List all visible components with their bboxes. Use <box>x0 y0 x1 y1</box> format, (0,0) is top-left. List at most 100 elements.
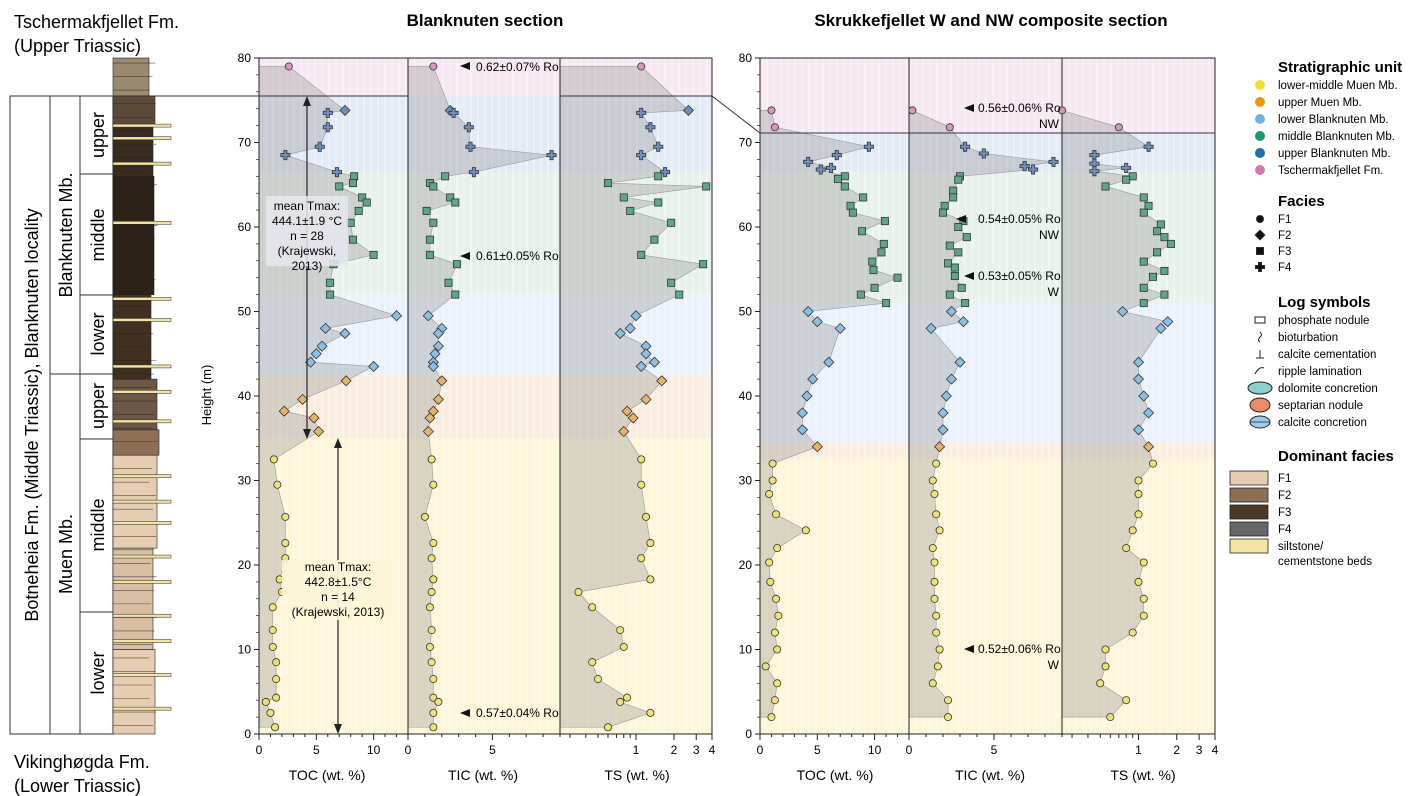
skrukke-ts-data-point <box>1155 322 1167 334</box>
ro-skrukke-top: 0.56±0.06% Ro <box>978 101 1061 115</box>
legend-log-label: calcite concretion <box>1278 417 1367 429</box>
blanknuten-ts-data-point <box>667 218 676 227</box>
skrukke-ts-data-point <box>1162 316 1174 328</box>
skrukke-toc-data-point <box>831 150 842 161</box>
skrukke-toc-data-point <box>773 679 782 688</box>
blanknuten-tic-data-point <box>427 554 436 563</box>
legend-log-label: phosphate nodule <box>1278 315 1369 327</box>
skrukke-y-tick-label: 80 <box>739 51 753 65</box>
skrukke-ts-data-point <box>1132 424 1145 436</box>
skrukke-ts-axis-label: TS (wt. %) <box>1110 767 1175 783</box>
blanknuten-tic-data-point <box>429 708 438 717</box>
skrukke-ts-data-point <box>1101 662 1110 671</box>
skrukke-tic-data-point <box>930 577 939 586</box>
skrukke-ts-unit-band-5 <box>1062 58 1215 135</box>
blanknuten-tic-data-point <box>468 167 479 178</box>
skrukke-ts-x-tick-label: 4 <box>1212 743 1219 757</box>
skrukke-ts-data-point <box>1153 248 1162 257</box>
log-cementstone-bed <box>112 136 172 141</box>
skrukke-toc-data-point <box>859 193 868 202</box>
blanknuten-tic-data-point <box>444 278 453 287</box>
skrukke-tic-data-point <box>928 476 937 485</box>
skrukke-ts-data-point <box>1139 594 1148 603</box>
skrukke-tic-data-point <box>957 283 966 292</box>
septarian-nodule-icon <box>1249 397 1271 413</box>
blanknuten-tic-data-point <box>425 235 434 244</box>
skrukke-tic-data-point <box>962 233 971 242</box>
blanknuten-tic-data-point <box>465 141 476 152</box>
blanknuten-ts-data-point <box>588 658 597 667</box>
blanknuten-tic-axis-label: TIC (wt. %) <box>448 767 518 783</box>
blanknuten-tic-data-point <box>441 172 450 181</box>
blanknuten-toc-data-point <box>278 405 290 417</box>
tmax-note-lower-line2: 442.8±1.5°C <box>305 575 372 589</box>
legend-facies-marker <box>1256 214 1265 223</box>
skrukke-toc-axis-label: TOC (wt. %) <box>797 767 874 783</box>
skrukke-toc-data-point <box>811 316 823 328</box>
skrukke-toc-data-point <box>807 373 819 385</box>
ro-skrukke-upper-middle: 0.54±0.05% Ro <box>978 212 1061 226</box>
blanknuten-tic-data-point <box>434 697 443 706</box>
tmax-note-upper-line2: 444.1±1.9 °C <box>272 214 342 228</box>
blanknuten-toc-data-point <box>271 723 280 732</box>
blanknuten-tic-data-point <box>436 375 448 387</box>
legend-log-label: septarian nodule <box>1278 400 1363 412</box>
blanknuten-ts-data-point <box>594 675 603 684</box>
top-formation-name: Tschermakfjellet Fm. <box>14 12 179 32</box>
dolomite-concretion-icon <box>1247 381 1273 395</box>
skrukke-ts-data-point <box>1139 283 1148 292</box>
skrukke-tic-data-point <box>935 526 944 535</box>
blanknuten-toc-x-tick-label: 0 <box>256 743 263 757</box>
skrukkefjellet-section-title: Skrukkefjellet W and NW composite sectio… <box>814 11 1167 30</box>
blanknuten-ts-data-point <box>624 322 636 334</box>
skrukke-tic-data-point <box>961 299 970 308</box>
blanknuten-toc-data-point <box>272 675 281 684</box>
legend-strat-swatch <box>1255 131 1265 141</box>
skrukke-toc-data-point <box>856 290 865 299</box>
skrukke-y-tick-label: 40 <box>739 389 753 403</box>
skrukke-tic-data-point <box>935 645 944 654</box>
skrukke-tic-data-point <box>945 290 954 299</box>
skrukke-ts-data-point <box>1138 390 1150 402</box>
skrukke-toc-data-point <box>766 577 775 586</box>
legend-facies-label: F1 <box>1278 214 1291 226</box>
blanknuten-ts-unit-band-0 <box>560 438 712 734</box>
ro-blanknuten-top: 0.62±0.07% Ro <box>476 60 559 74</box>
log-cementstone-bed <box>112 318 172 322</box>
blanknuten-ts-data-point <box>588 603 597 612</box>
blanknuten-ts-data-point <box>637 480 646 489</box>
skrukke-toc-x-tick-label: 5 <box>814 743 821 757</box>
log-cementstone-bed <box>112 554 172 559</box>
skrukke-tic-data-point <box>932 628 941 637</box>
skrukke-tic-data-point <box>937 424 949 436</box>
skrukke-ts-data-point <box>1134 577 1143 586</box>
skrukke-tic-data-point <box>928 544 937 553</box>
blanknuten-y-tick-label: 40 <box>238 389 252 403</box>
blanknuten-tic-data-point <box>429 723 438 732</box>
skrukke-toc-data-point <box>840 172 849 181</box>
blanknuten-toc-data-point <box>272 693 281 702</box>
skrukke-tic-data-point <box>978 148 989 159</box>
blanknuten-toc-data-point <box>268 603 277 612</box>
blanknuten-tic-data-point <box>424 412 436 424</box>
legend-strat-label: upper Blanknuten Mb. <box>1278 148 1391 160</box>
log-cementstone-bed <box>112 474 172 479</box>
blanknuten-toc-axis-label: TOC (wt. %) <box>289 767 366 783</box>
skrukke-ts-data-points <box>1058 106 1175 722</box>
skrukke-ts-data-point <box>1114 123 1123 132</box>
blanknuten-toc-x-tick-label: 5 <box>313 743 320 757</box>
skrukke-ts-data-point <box>1156 220 1165 229</box>
skrukke-ts-data-point <box>1132 373 1145 385</box>
sub-unit-middle-blanknuten: middle <box>88 208 108 261</box>
skrukke-toc-data-point <box>848 208 857 217</box>
skrukke-y-tick-label: 30 <box>739 474 753 488</box>
skrukke-toc-unit-band-2 <box>760 303 909 443</box>
blanknuten-ts-data-point <box>623 693 632 702</box>
skrukke-toc-data-point <box>796 424 808 436</box>
legend-log-label: dolomite concretion <box>1278 383 1378 395</box>
skrukke-ts-data-point <box>1166 239 1175 248</box>
skrukke-toc-data-point <box>765 558 774 567</box>
